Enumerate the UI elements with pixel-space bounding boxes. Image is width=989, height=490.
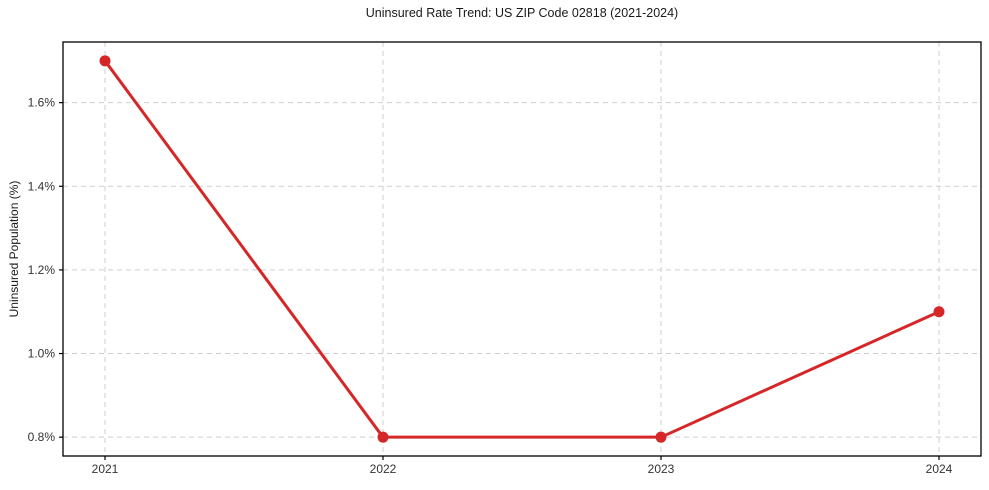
trend-line (103, 59, 941, 439)
data-point-2023 (655, 431, 667, 443)
y-tick-label: 1.2% (28, 263, 56, 277)
y-tick-label: 1.0% (28, 347, 56, 361)
x-tick-label: 2022 (370, 462, 397, 476)
chart-title: Uninsured Rate Trend: US ZIP Code 02818 … (365, 6, 679, 20)
y-tick-label: 0.8% (28, 430, 56, 444)
data-point-2022 (377, 431, 389, 443)
x-tick-label: 2024 (926, 462, 953, 476)
axes-border (62, 41, 982, 457)
data-point-2021 (99, 55, 111, 67)
data-point-2024 (933, 306, 945, 318)
y-tick-label: 1.6% (28, 96, 56, 110)
y-tick-label: 1.4% (28, 179, 56, 193)
x-tick-label: 2021 (92, 462, 119, 476)
x-tick-label: 2023 (648, 462, 675, 476)
